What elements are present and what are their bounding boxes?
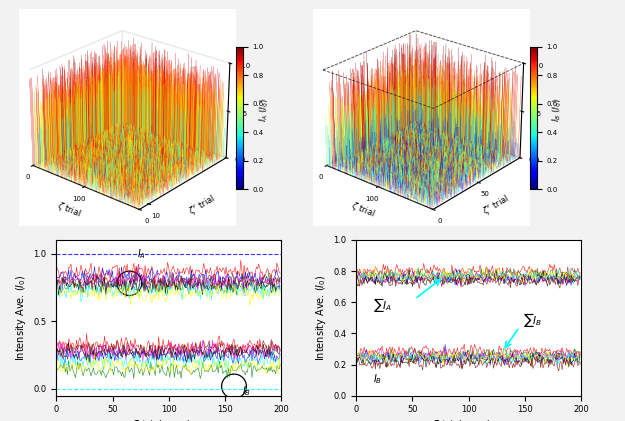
X-axis label: ζ trial number: ζ trial number: [434, 420, 503, 421]
X-axis label: $\zeta$ trial: $\zeta$ trial: [55, 200, 83, 221]
X-axis label: ζ trial number: ζ trial number: [134, 420, 203, 421]
Text: $I_A$: $I_A$: [138, 248, 146, 261]
Y-axis label: Intensity Ave. ($I_0$): Intensity Ave. ($I_0$): [314, 274, 328, 361]
X-axis label: $\zeta$ trial: $\zeta$ trial: [349, 200, 377, 221]
Y-axis label: Intensity Ave. ($I_0$): Intensity Ave. ($I_0$): [14, 274, 28, 361]
Text: $I_B$: $I_B$: [242, 384, 251, 398]
Text: $I_B$: $I_B$: [373, 372, 382, 386]
Text: $\sum I_B$: $\sum I_B$: [522, 311, 542, 329]
Text: $\sum I_A$: $\sum I_A$: [373, 296, 392, 314]
Y-axis label: $\zeta''$ trial: $\zeta''$ trial: [186, 192, 218, 218]
Y-axis label: $\zeta''$ trial: $\zeta''$ trial: [480, 192, 512, 218]
